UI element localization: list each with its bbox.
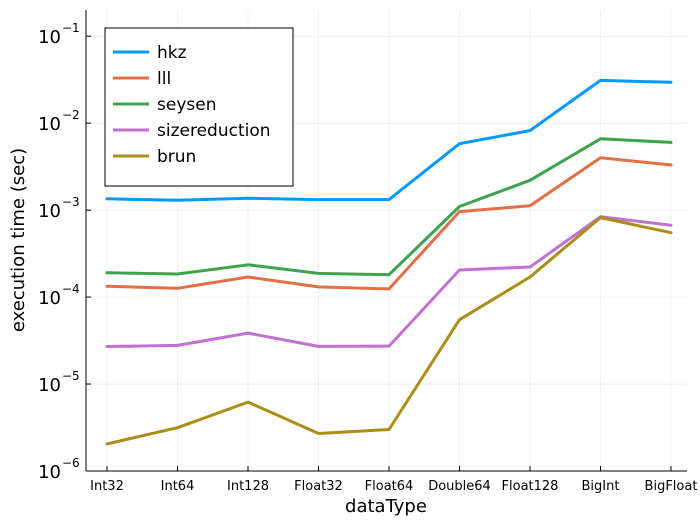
x-tick-label: Int32 bbox=[90, 479, 124, 494]
legend-label: sizereduction bbox=[157, 121, 271, 141]
x-tick-label: Int128 bbox=[227, 479, 269, 494]
legend-item-hkz: hkz bbox=[113, 43, 187, 63]
y-tick-label: 10 −6 bbox=[38, 456, 80, 483]
y-tick-exponent: −1 bbox=[62, 21, 80, 35]
x-tick-label: Double64 bbox=[428, 479, 491, 494]
y-tick-label: 10 −3 bbox=[38, 195, 80, 222]
y-tick-base: 10 bbox=[38, 201, 61, 222]
legend-label: hkz bbox=[157, 43, 187, 63]
y-tick-exponent: −3 bbox=[62, 195, 80, 209]
legend-box bbox=[104, 27, 294, 187]
x-tick-label: BigFloat bbox=[645, 479, 698, 494]
series-line-lll bbox=[105, 156, 673, 291]
y-tick-exponent: −2 bbox=[62, 108, 80, 122]
y-tick-label: 10 −4 bbox=[38, 282, 80, 309]
x-tick-label: Int64 bbox=[161, 479, 195, 494]
legend-label: seysen bbox=[157, 95, 216, 115]
series-line-brun bbox=[105, 216, 673, 446]
y-tick-labels: 10−610−510−410−310−210−1 bbox=[38, 21, 80, 483]
y-tick-base: 10 bbox=[38, 462, 61, 483]
series-line-seysen bbox=[105, 137, 673, 277]
x-tick-label: BigInt bbox=[582, 479, 620, 494]
y-tick-base: 10 bbox=[38, 375, 61, 396]
y-tick-exponent: −5 bbox=[62, 369, 80, 383]
series-lines bbox=[105, 78, 673, 446]
series-line-hkz bbox=[105, 78, 673, 202]
x-axis-label: dataType bbox=[345, 496, 427, 517]
y-tick-label: 10 −2 bbox=[38, 108, 80, 135]
legend: hkz lll seysen sizereduction brun bbox=[104, 27, 294, 187]
series-line-sizereduction bbox=[105, 215, 673, 348]
x-tick-label: Float64 bbox=[365, 479, 414, 494]
axes bbox=[85, 10, 687, 472]
grid-lines bbox=[86, 10, 687, 472]
legend-item-seysen: seysen bbox=[113, 95, 216, 115]
legend-label: lll bbox=[157, 69, 171, 89]
x-tick-label: Float128 bbox=[502, 479, 559, 494]
legend-label: brun bbox=[157, 147, 196, 167]
y-tick-exponent: −4 bbox=[62, 282, 80, 296]
y-tick-label: 10 −1 bbox=[38, 21, 80, 48]
legend-item-sizereduction: sizereduction bbox=[113, 121, 271, 141]
y-tick-base: 10 bbox=[38, 288, 61, 309]
y-tick-base: 10 bbox=[38, 27, 61, 48]
legend-item-brun: brun bbox=[113, 147, 196, 167]
x-tick-labels: Int32 Int64 Int128 Float32 Float64 Double64 Fl… bbox=[90, 479, 697, 494]
x-tick-label: Float32 bbox=[294, 479, 343, 494]
y-tick-exponent: −6 bbox=[62, 456, 80, 470]
y-axis-label: execution time (sec) bbox=[8, 148, 29, 332]
y-tick-label: 10 −5 bbox=[38, 369, 80, 396]
legend-item-lll: lll bbox=[113, 69, 171, 89]
y-tick-base: 10 bbox=[38, 114, 61, 135]
